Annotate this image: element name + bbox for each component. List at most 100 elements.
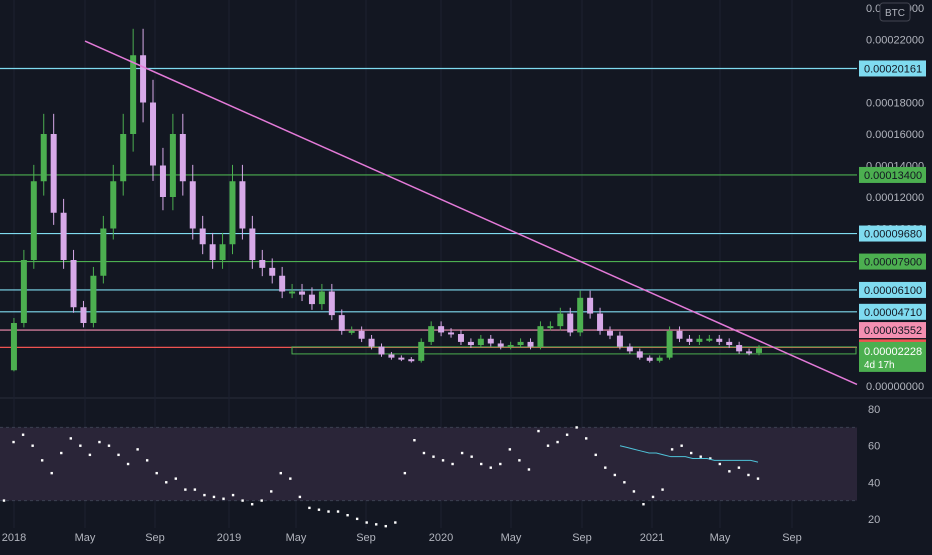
candle-body (587, 297, 594, 314)
osc-point (126, 462, 130, 466)
candle-body (50, 134, 57, 213)
osc-point (527, 468, 531, 471)
candle-body (279, 275, 286, 292)
candle-body (428, 326, 435, 342)
osc-point (499, 462, 502, 466)
osc-point (460, 451, 464, 455)
osc-tick-label: 40 (868, 477, 880, 489)
osc-point (88, 453, 92, 457)
osc-point (413, 439, 416, 442)
candle-body (100, 228, 107, 276)
trendline (84, 40, 858, 386)
osc-point (689, 451, 693, 455)
candle-body (388, 354, 395, 358)
oscillator-band (0, 426, 857, 502)
osc-point (699, 455, 702, 458)
candle-body (120, 134, 127, 182)
candle-body (646, 357, 653, 361)
candle-body (626, 346, 633, 352)
candle-body (746, 351, 753, 354)
candle-body (418, 341, 425, 361)
osc-point (680, 444, 683, 447)
osc-point (480, 462, 483, 466)
currency-badge-label: BTC (885, 8, 905, 19)
trendline-layer[interactable] (84, 40, 858, 386)
osc-point (308, 506, 311, 510)
y-tick-label: 0.00016000 (866, 129, 924, 141)
osc-point (21, 433, 25, 436)
candle-body (30, 181, 37, 260)
osc-point (2, 499, 6, 502)
osc-point (623, 481, 626, 484)
candle-body (696, 338, 703, 342)
candle-body (706, 338, 713, 341)
osc-point (145, 459, 149, 462)
candle-body (756, 348, 762, 353)
candle-body (219, 244, 226, 260)
osc-point (174, 477, 177, 480)
candle-body (259, 260, 266, 268)
candle-body (80, 307, 87, 323)
osc-point (441, 459, 445, 462)
horizontal-levels (0, 67, 857, 355)
candle-body (606, 330, 613, 336)
osc-point (709, 457, 712, 460)
candle-body (140, 55, 147, 103)
y-tick-label: 0.00012000 (866, 192, 924, 204)
candle-body (577, 297, 584, 333)
osc-tick-label: 20 (868, 514, 880, 526)
candle-body (477, 338, 484, 346)
osc-signal-line (619, 445, 759, 463)
candle-body (20, 260, 27, 323)
osc-point (470, 455, 473, 458)
level-label: 0.00009680 (864, 229, 922, 241)
level-label: 0.00007900 (864, 257, 922, 269)
osc-point (747, 473, 750, 477)
candle-body (726, 341, 733, 346)
osc-point (298, 495, 302, 499)
candle-body (398, 357, 405, 360)
level-label: 0.00020161 (864, 63, 922, 75)
candle-body (289, 291, 296, 294)
candle-body (448, 332, 455, 335)
osc-point (327, 510, 330, 513)
osc-point (756, 477, 760, 480)
price-labels: 0.00020161 0.00013400 0.00009680 0.00007900… (859, 60, 926, 372)
osc-point (60, 451, 63, 455)
osc-point (260, 499, 263, 502)
candle-body (497, 343, 504, 347)
oscillator-layer (2, 426, 760, 528)
candle-body (557, 313, 564, 327)
osc-point (98, 440, 101, 444)
osc-point (403, 471, 407, 475)
osc-tick-label: 80 (868, 404, 880, 416)
x-tick-label: Sep (782, 532, 802, 544)
candle-body (507, 345, 514, 348)
osc-point (728, 470, 731, 473)
osc-point (537, 429, 540, 433)
candle-body (299, 291, 306, 295)
level-label-box (859, 281, 926, 298)
osc-point (155, 471, 158, 475)
countdown-label: 4d 17h (864, 360, 895, 371)
osc-point (365, 521, 368, 524)
osc-point (432, 455, 435, 458)
osc-point (508, 448, 512, 451)
candle-body (686, 338, 693, 342)
osc-point (661, 488, 664, 491)
candle-body (676, 330, 683, 339)
osc-point (556, 440, 559, 444)
candle-body (517, 341, 524, 346)
candle-body (110, 181, 117, 229)
x-tick-label: 2020 (429, 532, 453, 544)
candle-body (656, 357, 663, 361)
osc-tick-label: 60 (868, 441, 880, 453)
osc-point (31, 444, 34, 447)
osc-point (250, 503, 254, 506)
candle-body (40, 134, 47, 182)
osc-point (651, 495, 655, 499)
osc-point (718, 462, 722, 466)
candle-body (636, 351, 643, 358)
